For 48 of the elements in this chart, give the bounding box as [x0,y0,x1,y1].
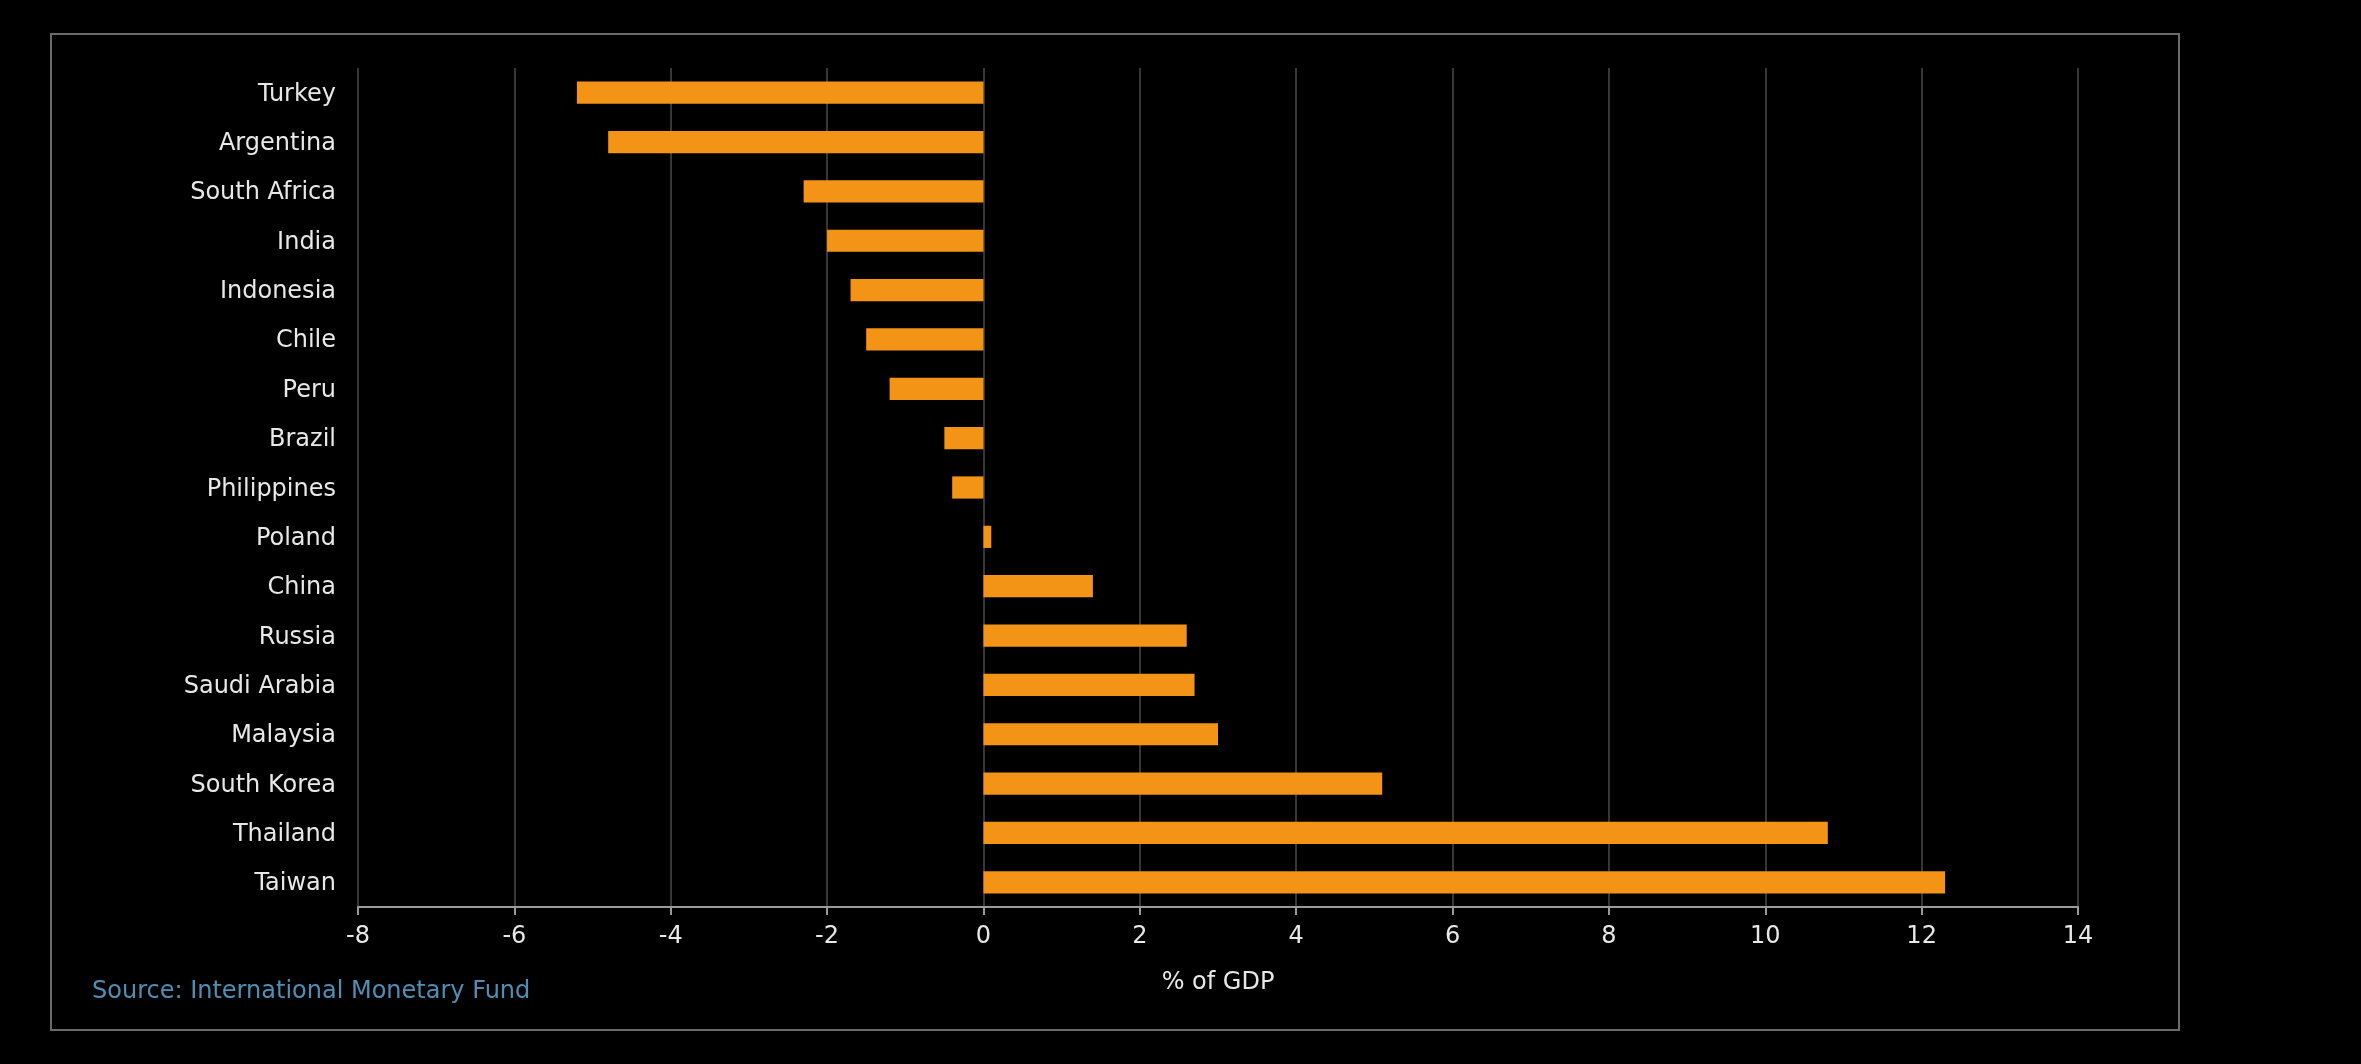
bar [850,278,984,302]
bar [983,772,1383,795]
y-tick-label: Peru [282,374,336,403]
y-tick-label: South Africa [190,177,336,206]
y-tick-label: China [267,572,336,601]
y-tick-label: Argentina [218,128,336,157]
x-tick-label: 14 [2062,921,2094,949]
bar [983,871,1946,894]
y-tick-label: Indonesia [219,276,336,305]
bar [983,821,1828,845]
y-tick-label: Taiwan [253,868,336,897]
bar [983,525,992,548]
bar [803,180,984,203]
bar [952,476,984,499]
y-tick-label: South Korea [190,769,336,798]
bar [608,130,984,154]
bar [866,328,984,351]
y-tick-label: India [277,226,336,255]
x-tick-label: -6 [502,921,527,949]
bar [983,723,1218,746]
bar [983,624,1187,647]
x-tick-label: -2 [815,921,840,949]
bar [827,229,984,252]
x-axis-title: % of GDP [1161,967,1275,995]
x-tick-label: 6 [1444,921,1461,949]
x-tick-label: 8 [1601,921,1617,949]
y-tick-label: Brazil [269,424,336,453]
y-tick-label: Thailand [231,818,336,847]
y-tick-label: Malaysia [231,720,336,749]
bar [889,377,984,400]
x-tick-label: 10 [1750,921,1781,949]
x-tick-label: 4 [1288,921,1304,949]
bar [983,673,1195,697]
y-tick-label: Chile [275,325,336,354]
x-tick-label: -8 [346,921,370,949]
y-tick-label: Philippines [206,473,336,502]
bar [983,575,1093,598]
y-tick-label: Russia [258,621,336,650]
x-tick-label: 0 [975,921,992,949]
y-tick-label: Turkey [256,78,336,107]
x-tick-label: -4 [658,921,683,949]
bar [944,427,984,450]
x-tick-label: 12 [1906,921,1937,949]
source-note: Source: International Monetary Fund [92,976,531,1004]
bar [576,81,984,104]
y-tick-label: Saudi Arabia [183,670,336,699]
x-tick-label: 2 [1132,921,1148,949]
y-tick-label: Poland [255,522,336,551]
